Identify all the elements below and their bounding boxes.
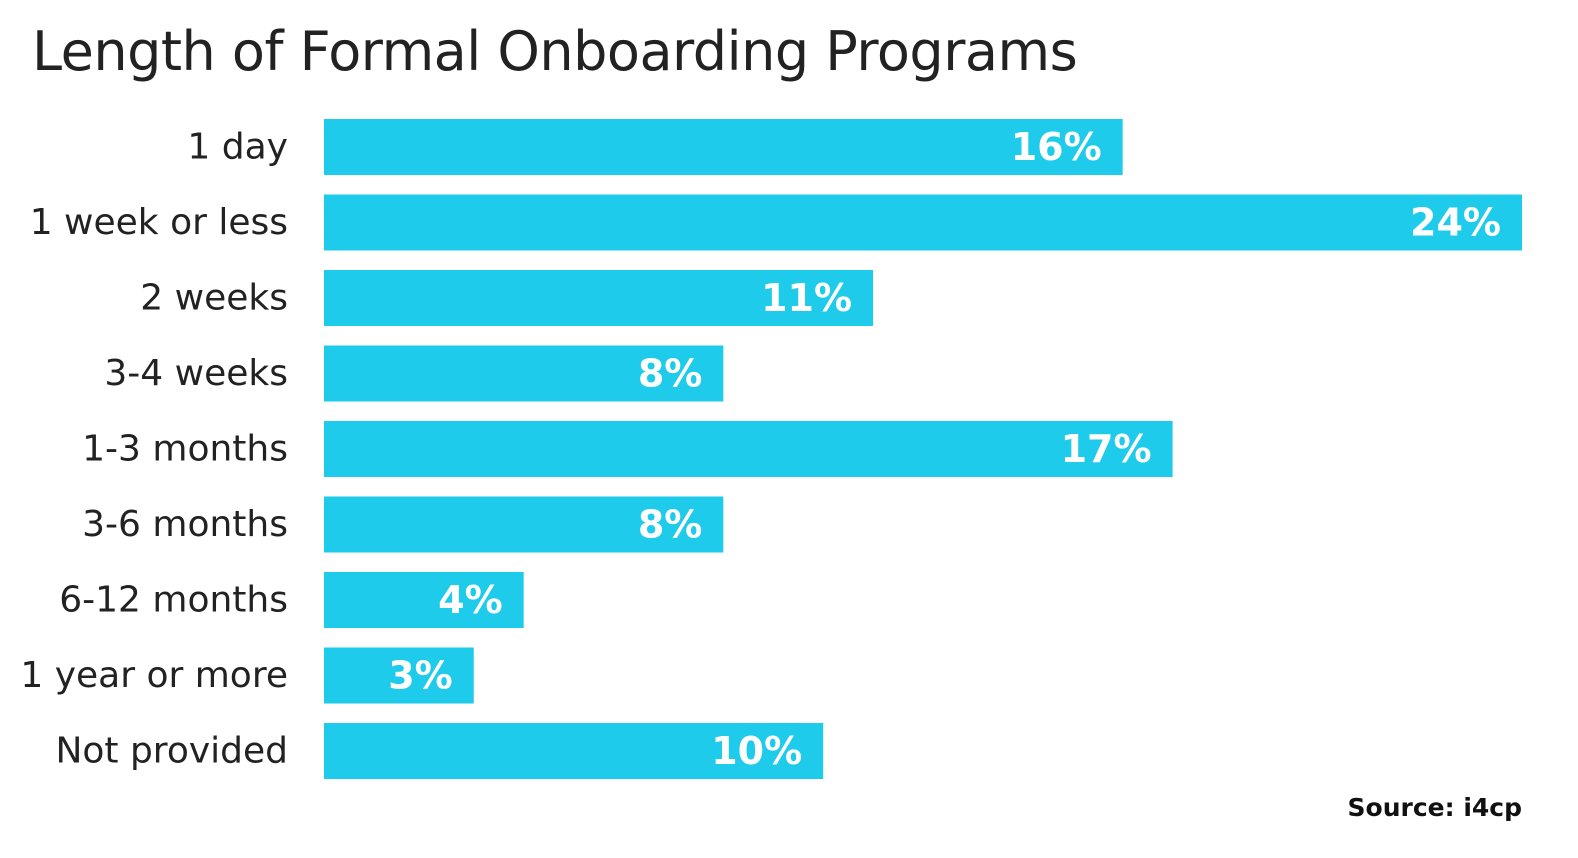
source-note: Source: i4cp [1347, 793, 1522, 822]
category-label: 1-3 months [82, 429, 288, 470]
bar-6 [324, 572, 524, 628]
value-label: 11% [761, 276, 852, 320]
value-label: 8% [638, 352, 703, 396]
bar-2 [324, 270, 874, 326]
category-label: 3-4 weeks [104, 353, 288, 394]
value-labels: 16% 24% 11% 8% 17% 8% 4% 3% 10% [388, 125, 1501, 773]
bar-5 [324, 496, 724, 553]
category-label: 2 weeks [140, 278, 288, 319]
bars [324, 119, 1522, 779]
value-label: 3% [388, 654, 453, 698]
category-label: 1 year or more [20, 655, 288, 696]
category-label: 1 week or less [30, 202, 288, 243]
bar-4 [324, 421, 1173, 477]
category-label: 1 day [187, 127, 288, 168]
bar-1 [324, 194, 1522, 251]
value-label: 24% [1410, 201, 1501, 245]
bar-8 [324, 723, 824, 779]
category-label: 6-12 months [59, 580, 288, 621]
category-label: Not provided [55, 731, 288, 772]
category-label: 3-6 months [82, 504, 288, 545]
bar-0 [324, 119, 1123, 175]
value-label: 10% [711, 729, 802, 773]
bar-7 [324, 647, 474, 704]
value-label: 17% [1061, 427, 1152, 471]
value-label: 8% [638, 503, 703, 547]
category-labels: 1 day 1 week or less 2 weeks 3-4 weeks 1-3 m… [20, 127, 288, 772]
chart-title: Length of Formal Onboarding Programs [32, 20, 1078, 83]
value-label: 4% [438, 578, 503, 622]
bar-3 [324, 345, 724, 402]
value-label: 16% [1011, 125, 1102, 169]
